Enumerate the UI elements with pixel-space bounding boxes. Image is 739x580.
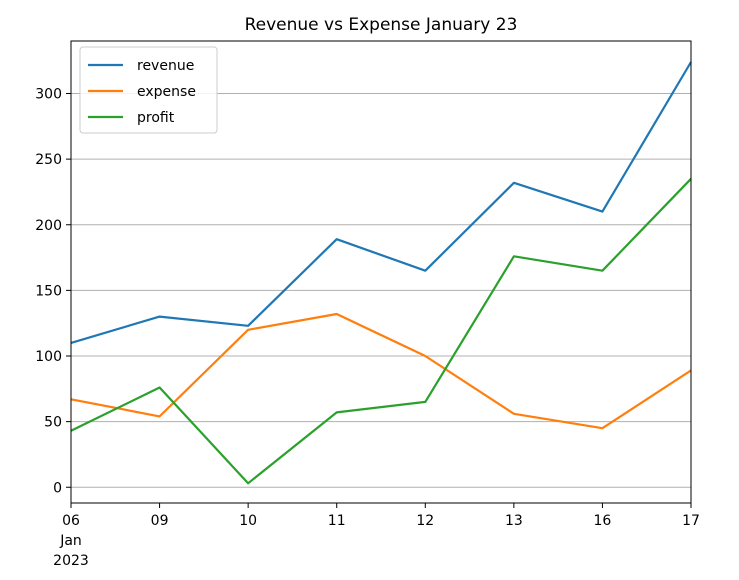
y-tick-label: 300 xyxy=(35,87,62,103)
y-tick-label: 50 xyxy=(44,415,62,431)
legend-label: expense xyxy=(137,84,196,100)
legend-label: revenue xyxy=(137,58,194,74)
legend-box xyxy=(79,46,218,134)
legend: revenue expense profit xyxy=(79,46,218,134)
x-axis: 06 09 10 11 12 13 16 17 Jan 2023 xyxy=(53,503,700,569)
y-tick-label: 200 xyxy=(35,218,62,234)
chart-title: Revenue vs Expense January 23 xyxy=(245,15,518,35)
x-tick-label: 13 xyxy=(505,513,523,529)
y-tick-label: 250 xyxy=(35,152,62,168)
legend-label: profit xyxy=(137,110,175,126)
x-date-sublabel: Jan xyxy=(59,533,82,549)
x-tick-label: 10 xyxy=(239,513,257,529)
series-line-expense xyxy=(70,312,692,430)
x-tick-label: 12 xyxy=(416,513,434,529)
series-lines xyxy=(70,61,692,485)
x-tick-label: 11 xyxy=(328,513,346,529)
y-tick-label: 0 xyxy=(53,480,62,496)
x-tick-label: 16 xyxy=(594,513,612,529)
plot-frame xyxy=(70,40,692,504)
series-line-profit xyxy=(70,178,692,485)
x-date-sublabel: 2023 xyxy=(53,553,89,569)
y-axis: 0 50 100 150 200 250 300 xyxy=(35,87,71,496)
x-tick-label: 17 xyxy=(682,513,700,529)
series-line-revenue xyxy=(70,61,692,344)
y-tick-label: 100 xyxy=(35,349,62,365)
x-tick-label: 06 xyxy=(62,513,80,529)
y-tick-label: 150 xyxy=(35,283,62,299)
x-tick-label: 09 xyxy=(151,513,169,529)
